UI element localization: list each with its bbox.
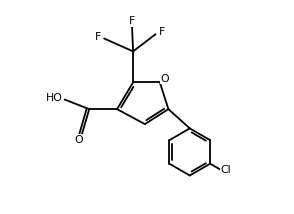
Text: F: F xyxy=(129,16,135,26)
Text: HO: HO xyxy=(46,94,63,103)
Text: O: O xyxy=(161,74,169,83)
Text: F: F xyxy=(159,27,166,37)
Text: F: F xyxy=(95,32,101,42)
Text: O: O xyxy=(75,135,83,144)
Text: Cl: Cl xyxy=(220,165,231,175)
